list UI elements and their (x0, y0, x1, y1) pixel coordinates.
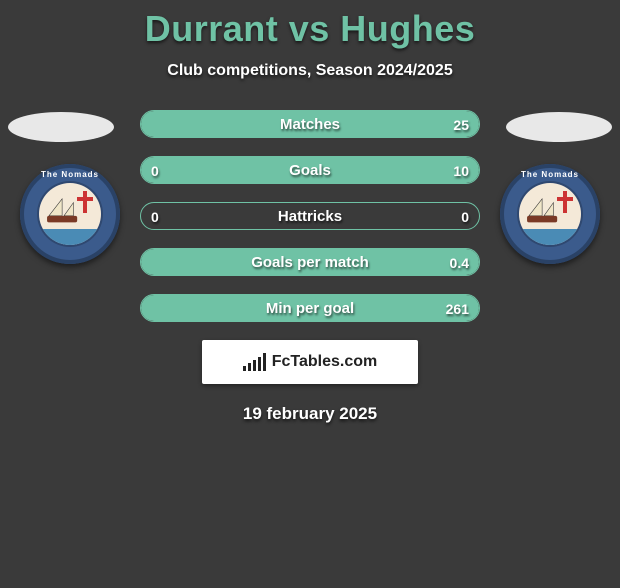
stat-label: Matches (141, 111, 479, 137)
cross-icon (563, 191, 567, 213)
ship-icon (45, 197, 83, 229)
cross-icon (77, 197, 93, 201)
page-title: Durrant vs Hughes (0, 8, 620, 50)
brand-text: FcTables.com (272, 353, 378, 371)
stat-row: 0Hattricks0 (140, 202, 480, 230)
stat-label: Hattricks (141, 203, 479, 229)
left-shadow-ellipse (8, 112, 114, 142)
stat-right-value: 0 (461, 203, 469, 229)
stat-right-value: 25 (453, 111, 469, 137)
water-icon (39, 229, 101, 245)
ship-icon (525, 197, 563, 229)
right-team-badge: The Nomads (500, 164, 600, 264)
page-subtitle: Club competitions, Season 2024/2025 (0, 62, 620, 80)
stat-row: Matches25 (140, 110, 480, 138)
water-icon (519, 229, 581, 245)
right-shadow-ellipse (506, 112, 612, 142)
stat-row: 0Goals10 (140, 156, 480, 184)
stat-right-value: 261 (446, 295, 469, 321)
stat-row: Goals per match0.4 (140, 248, 480, 276)
bar-chart-icon (243, 353, 266, 371)
date-text: 19 february 2025 (0, 404, 620, 424)
left-team-badge: The Nomads (20, 164, 120, 264)
badge-arc-text: The Nomads (20, 170, 120, 179)
stat-row: Min per goal261 (140, 294, 480, 322)
stat-label: Min per goal (141, 295, 479, 321)
stat-label: Goals per match (141, 249, 479, 275)
stats-bars: Matches250Goals100Hattricks0Goals per ma… (140, 104, 480, 322)
cross-icon (83, 191, 87, 213)
stat-label: Goals (141, 157, 479, 183)
stat-right-value: 10 (453, 157, 469, 183)
brand-box: FcTables.com (202, 340, 418, 384)
badge-arc-text: The Nomads (500, 170, 600, 179)
cross-icon (557, 197, 573, 201)
content-area: The Nomads The Nomads (0, 104, 620, 424)
stat-right-value: 0.4 (450, 249, 469, 275)
